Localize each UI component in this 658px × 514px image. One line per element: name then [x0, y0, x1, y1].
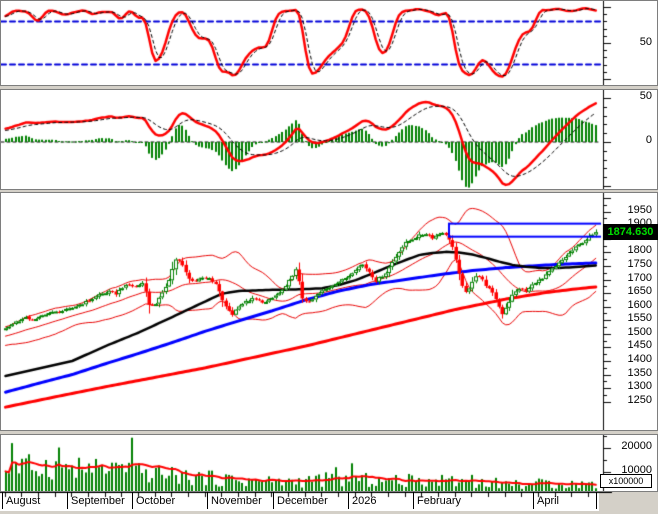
month-separator	[2, 492, 3, 509]
month-label: April	[537, 495, 560, 507]
y-axis-tick-label: 0	[645, 134, 652, 146]
volume-panel[interactable]	[0, 434, 658, 492]
macd-panel[interactable]	[0, 89, 658, 190]
y-axis-tick-label: 1500	[627, 325, 652, 338]
month-label: December	[277, 495, 328, 507]
month-separator	[67, 492, 68, 509]
month-label: 2026	[352, 495, 377, 507]
y-axis-tick-label: 1250	[627, 393, 652, 406]
y-axis-tick-label: 10000	[621, 464, 652, 476]
month-separator	[533, 492, 534, 509]
y-axis-tick-label: 20000	[621, 440, 652, 452]
y-axis-tick-label: 1750	[627, 257, 652, 270]
y-axis-tick-label: 1950	[627, 203, 652, 216]
month-label: October	[136, 495, 176, 507]
month-separator	[348, 492, 349, 509]
month-separator	[132, 492, 133, 509]
month-separator	[596, 492, 597, 509]
y-axis-tick-label: 1700	[627, 271, 652, 284]
y-axis-tick-label: 1300	[627, 380, 652, 393]
last-price-badge: 1874.630	[603, 224, 658, 240]
month-label: September	[71, 495, 125, 507]
y-axis-tick-label: 1400	[627, 352, 652, 365]
y-axis-tick-label: 1600	[627, 298, 652, 311]
y-axis-tick-label: 1650	[627, 285, 652, 298]
month-label: November	[211, 495, 262, 507]
month-separator	[273, 492, 274, 509]
month-separator	[207, 492, 208, 509]
y-axis-tick-label: 1450	[627, 339, 652, 352]
stochastic-panel[interactable]	[0, 0, 658, 86]
y-axis-tick-label: 1350	[627, 366, 652, 379]
month-separator	[413, 492, 414, 509]
month-label: February	[417, 495, 462, 507]
x-axis: August September October November December 20…	[0, 492, 658, 514]
month-label: August	[6, 495, 41, 507]
y-axis-tick-label: 1800	[627, 244, 652, 257]
x-axis-ticks	[0, 492, 658, 514]
y-axis-tick-label: 50	[639, 90, 652, 102]
volume-multiplier-label: x100000	[600, 474, 652, 488]
price-panel[interactable]	[0, 192, 658, 431]
y-axis-tick-label: 1550	[627, 312, 652, 325]
y-axis-tick-label: 50	[639, 36, 652, 48]
